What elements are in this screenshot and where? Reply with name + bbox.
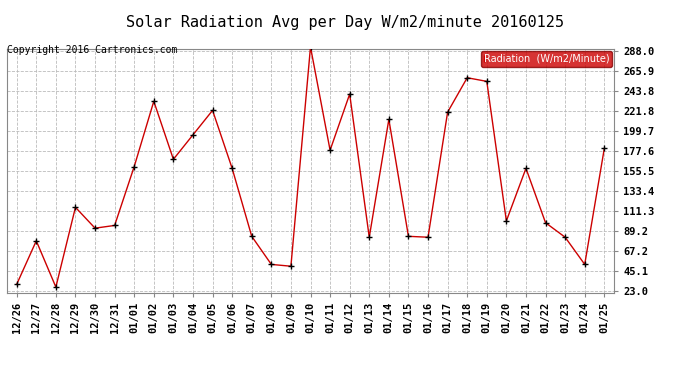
- Text: Copyright 2016 Cartronics.com: Copyright 2016 Cartronics.com: [7, 45, 177, 55]
- Legend: Radiation  (W/m2/Minute): Radiation (W/m2/Minute): [481, 51, 612, 66]
- Text: Solar Radiation Avg per Day W/m2/minute 20160125: Solar Radiation Avg per Day W/m2/minute …: [126, 15, 564, 30]
